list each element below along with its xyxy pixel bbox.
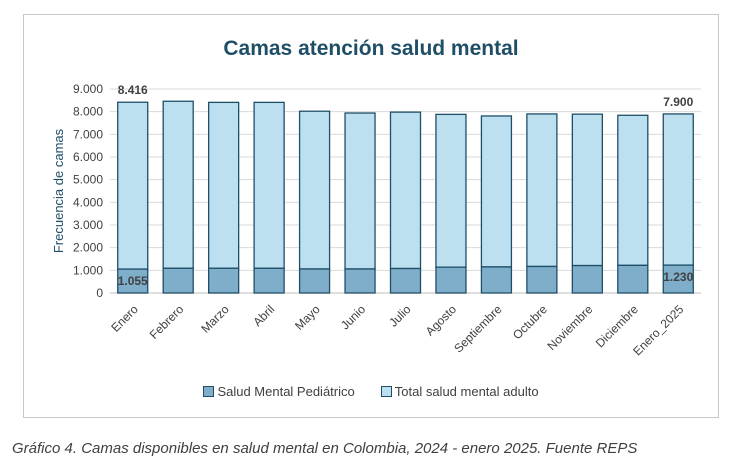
x-tick-label: Abril [250,302,277,329]
y-tick-label: 9.000 [73,82,103,96]
x-tick-label: Noviembre [545,302,596,353]
x-tick-label: Mayo [292,302,323,333]
data-label: 1.230 [663,270,693,284]
chart-title: Camas atención salud mental [223,37,519,60]
bar-pediatric [117,268,149,294]
bar-pediatric [253,267,285,294]
bar-pediatric [617,264,649,294]
bar-pediatric [344,268,376,294]
x-tick-label: Octubre [510,302,550,342]
bar-adult [162,100,194,269]
y-tick-label: 5.000 [73,173,103,187]
data-label: 7.900 [663,95,693,109]
bar-pediatric [480,266,513,294]
x-tick-label: Agosto [423,302,460,339]
y-tick-label: 2.000 [73,241,103,255]
bar-adult [253,101,285,269]
x-tick-label: Diciembre [593,302,641,350]
legend: Salud Mental Pediátrico Total salud ment… [24,384,718,399]
bar-adult [526,113,558,268]
bar-chart: 0 1.000 2.000 3.000 4.000 5.000 6.000 7.000 8.00… [51,82,701,358]
bar-pediatric [162,267,194,294]
y-tick-label: 0 [96,286,103,300]
legend-label-pediatric: Salud Mental Pediátrico [217,384,355,399]
x-tick-label: Julio [386,302,414,330]
bar-adult [617,114,649,266]
x-tick-label: Junio [338,302,368,332]
bar-adult [571,113,603,267]
figure-caption: Gráfico 4. Camas disponibles en salud me… [12,440,638,457]
data-label: 1.055 [118,274,148,288]
x-tick-label: Febrero [147,302,187,342]
x-tick-label: Enero [108,302,141,335]
y-tick-label: 3.000 [73,218,103,232]
y-tick-label: 4.000 [73,195,103,209]
y-tick-label: 1.000 [73,263,103,277]
bar-adult [344,112,376,270]
bar-pediatric [435,266,467,294]
bar-adult [435,113,467,268]
bar-pediatric [571,264,603,294]
legend-item-pediatric: Salud Mental Pediátrico [203,384,355,399]
y-tick-label: 8.000 [73,105,103,119]
bar-adult [662,113,694,266]
y-axis-title: Frecuencia de camas [51,128,66,253]
bar-pediatric [389,267,422,294]
bar-adult [117,101,149,270]
bar-adult [480,115,513,268]
bar-pediatric [208,267,240,294]
data-label: 8.416 [118,83,148,97]
bar-adult [208,101,240,269]
y-tick-label: 6.000 [73,150,103,164]
legend-item-adult: Total salud mental adulto [380,384,539,399]
y-tick-label: 7.000 [73,127,103,141]
bar-pediatric [662,264,694,294]
bar-pediatric [298,268,331,294]
legend-swatch-adult [380,386,392,397]
bar-adult [389,111,422,270]
legend-swatch-pediatric [203,386,215,397]
chart-frame: Camas atención salud mental 0 1.000 2.000 3… [23,14,719,418]
x-tick-label: Marzo [198,302,232,336]
legend-label-adult: Total salud mental adulto [394,384,539,399]
bar-pediatric [526,265,558,294]
x-tick-label: Septiembre [451,302,505,356]
bar-adult [298,110,331,270]
